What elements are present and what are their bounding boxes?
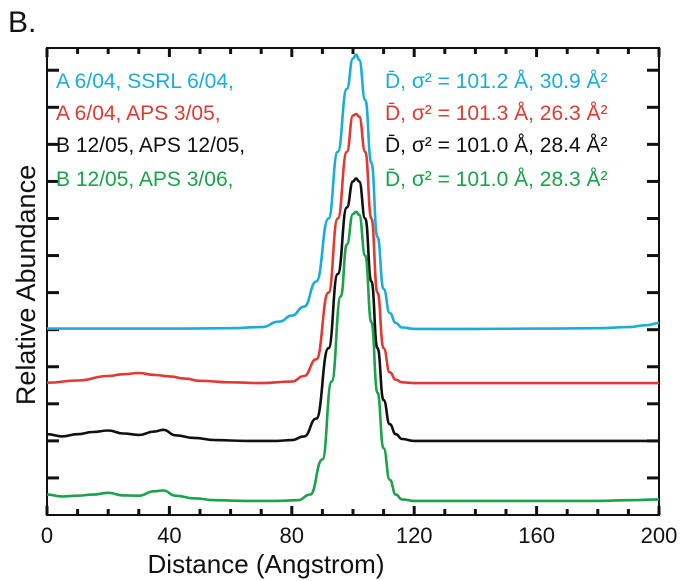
legend-label-1: A 6/04, SSRL 6/04, <box>56 70 234 93</box>
series-line-4 <box>46 210 660 503</box>
legend-stats-3: D̄, σ² = 101.0 Å, 28.4 Å² <box>385 134 608 157</box>
series-line-1 <box>47 53 660 331</box>
x-tick-label: 40 <box>157 523 181 548</box>
x-tick-label: 0 <box>41 523 53 548</box>
x-tick-label: 120 <box>396 523 433 548</box>
legend: A 6/04, SSRL 6/04, D̄, σ² = 101.2 Å, 30.9… <box>56 70 608 191</box>
series-lines <box>46 53 660 503</box>
legend-stats-2: D̄, σ² = 101.3 Å, 26.3 Å² <box>385 102 608 125</box>
legend-stats-4: D̄, σ² = 101.0 Å, 28.3 Å² <box>385 168 608 191</box>
x-axis-tick-labels: 0 40 80 120 160 200 <box>41 523 677 548</box>
panel-label: B. <box>8 6 37 39</box>
x-tick-label: 200 <box>641 523 678 548</box>
series-line-2 <box>46 112 659 385</box>
x-tick-label: 160 <box>518 523 555 548</box>
legend-label-3: B 12/05, APS 12/05, <box>56 134 245 157</box>
x-axis-ticks <box>45 48 661 515</box>
legend-label-4: B 12/05, APS 3/06, <box>56 168 233 191</box>
x-tick-label: 80 <box>280 523 304 548</box>
legend-label-2: A 6/04, APS 3/05, <box>56 102 221 125</box>
series-line-3 <box>46 177 659 443</box>
y-axis-ticks <box>47 68 659 480</box>
y-axis-label: Relative Abundance <box>11 165 41 405</box>
legend-stats-1: D̄, σ² = 101.2 Å, 30.9 Å² <box>385 70 608 93</box>
x-axis-label: Distance (Angstrom) <box>148 549 385 579</box>
